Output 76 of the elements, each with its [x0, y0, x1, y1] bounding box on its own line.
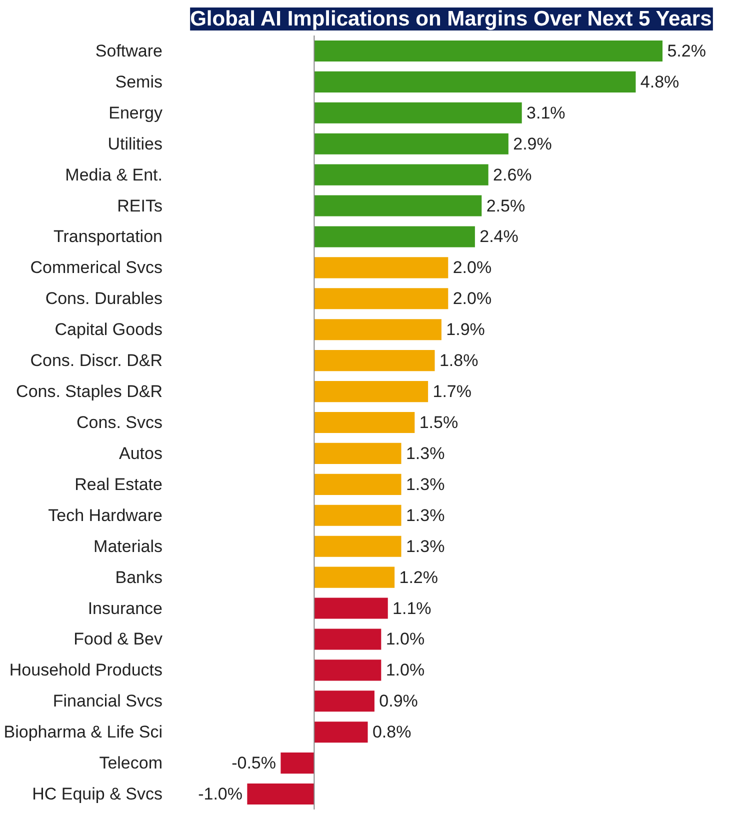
y-tick-label: Cons. Discr. D&R: [30, 351, 162, 370]
data-label: 1.1%: [392, 598, 432, 618]
data-label: 1.8%: [439, 351, 478, 370]
y-tick-label: Commerical Svcs: [30, 258, 163, 278]
bar: [314, 504, 402, 526]
data-label: 1.7%: [432, 382, 472, 402]
data-label: 1.3%: [406, 506, 445, 525]
bar: [314, 71, 636, 92]
data-label: 1.9%: [446, 320, 485, 340]
data-label: 1.0%: [386, 660, 425, 680]
y-tick-label: Utilities: [108, 134, 163, 154]
data-label: 1.3%: [406, 536, 445, 556]
y-tick-label: Capital Goods: [54, 320, 163, 340]
data-label: 3.1%: [526, 103, 566, 122]
y-tick-label: Biopharma & Life Sci: [4, 722, 163, 742]
data-label: 0.9%: [379, 692, 418, 711]
data-label: -0.5%: [232, 754, 276, 773]
data-label: 1.3%: [406, 474, 445, 494]
y-tick-label: Household Products: [9, 660, 162, 680]
y-tick-label: Financial Svcs: [52, 692, 163, 711]
bar: [314, 164, 488, 186]
bar: [314, 566, 395, 588]
bar: [314, 628, 382, 650]
data-label: 2.9%: [513, 134, 552, 154]
bar: [280, 752, 314, 774]
y-tick-label: Cons. Staples D&R: [16, 382, 162, 402]
data-label: 2.5%: [486, 196, 526, 216]
bar: [314, 442, 402, 464]
y-tick-label: Real Estate: [74, 474, 163, 494]
data-label: 2.6%: [493, 165, 532, 184]
y-tick-label: HC Equip & Svcs: [32, 784, 163, 804]
y-tick-label: Software: [95, 41, 163, 60]
bar: [314, 536, 402, 557]
y-tick-label: Tech Hardware: [48, 506, 162, 525]
data-label: -1.0%: [198, 784, 243, 804]
bar: [314, 412, 415, 434]
bar: [314, 257, 448, 278]
y-tick-label: REITs: [117, 196, 163, 216]
data-label: 2.4%: [480, 227, 518, 246]
y-tick-label: Media & Ent.: [65, 165, 162, 184]
y-tick-label: Semis: [115, 72, 163, 92]
bar: [314, 288, 448, 310]
bar: [314, 722, 368, 743]
bar: [314, 350, 435, 372]
y-tick-label: Energy: [108, 103, 163, 122]
bar: [314, 319, 442, 340]
data-label: 1.5%: [419, 413, 458, 432]
y-tick-label: Food & Bev: [74, 630, 163, 649]
bar: [314, 226, 475, 248]
bar: [314, 102, 522, 124]
bar: [314, 195, 482, 216]
bar: [314, 133, 508, 154]
data-label: 2.0%: [452, 258, 492, 278]
y-tick-label: Banks: [115, 568, 162, 587]
y-tick-label: Insurance: [88, 598, 163, 618]
data-label: 2.0%: [452, 289, 492, 308]
bar: [247, 783, 314, 805]
y-tick-label: Cons. Svcs: [76, 413, 163, 432]
data-label: 0.8%: [372, 722, 412, 742]
y-tick-label: Transportation: [54, 227, 163, 246]
data-label: 1.3%: [406, 444, 445, 463]
bar: [314, 690, 374, 712]
data-label: 5.2%: [667, 41, 706, 60]
y-tick-label: Telecom: [99, 754, 163, 773]
data-label: 4.8%: [640, 72, 680, 92]
y-tick-label: Cons. Durables: [45, 289, 163, 308]
chart-title: Global AI Implications on Margins Over Next 5 Years: [190, 8, 712, 30]
y-tick-label: Autos: [119, 444, 163, 463]
data-label: 1.0%: [386, 630, 425, 649]
bar: [314, 474, 402, 495]
bar: [314, 40, 663, 62]
data-label: 1.2%: [399, 568, 438, 587]
bar: [314, 381, 428, 402]
bar: [314, 598, 388, 619]
bar: [314, 660, 382, 681]
y-tick-label: Materials: [94, 536, 163, 556]
